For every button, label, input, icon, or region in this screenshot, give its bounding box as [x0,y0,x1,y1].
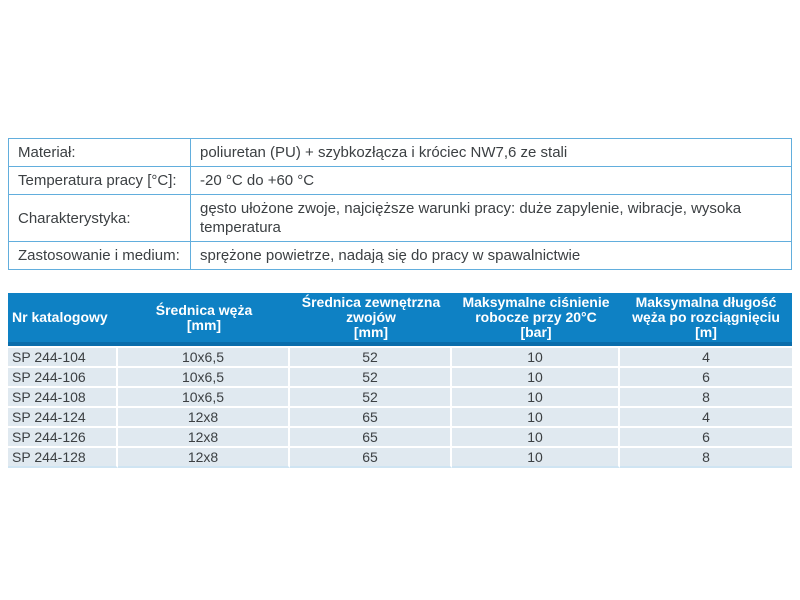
cell-max-length: 8 [620,446,792,468]
cell-max-pressure: 10 [452,386,620,406]
cell-catalog-number: SP 244-108 [8,386,118,406]
table-row: SP 244-108 10x6,5 52 10 8 [8,386,792,406]
header-line: robocze przy 20°C [475,309,597,325]
header-line: Średnica zewnętrzna [301,294,441,310]
datasheet-page: Materiał: poliuretan (PU) + szybkozłącza… [8,138,792,468]
cell-hose-diameter: 12x8 [118,406,290,426]
product-table-body: SP 244-104 10x6,5 52 10 4 SP 244-106 10x… [8,346,792,468]
spec-row-charakterystyka: Charakterystyka: gęsto ułożone zwoje, na… [8,194,792,242]
col-header-srednica-zewnetrzna: Średnica zewnętrzna zwojów [mm] [290,293,452,346]
spec-label-temperatura: Temperatura pracy [°C]: [8,166,191,195]
cell-max-pressure: 10 [452,346,620,366]
table-row: SP 244-128 12x8 65 10 8 [8,446,792,468]
spec-value-zastosowanie: sprężone powietrze, nadają się do pracy … [190,241,792,270]
cell-hose-diameter: 12x8 [118,426,290,446]
cell-coil-diameter: 65 [290,406,452,426]
header-row: Nr katalogowy Średnica węża [mm] Średnic… [8,293,792,346]
cell-catalog-number: SP 244-124 [8,406,118,426]
spec-label-material: Materiał: [8,138,191,167]
cell-max-pressure: 10 [452,426,620,446]
table-row: SP 244-124 12x8 65 10 4 [8,406,792,426]
spec-row-temperatura: Temperatura pracy [°C]: -20 °C do +60 °C [8,166,792,195]
spec-label-charakterystyka: Charakterystyka: [8,194,191,242]
table-row: SP 244-106 10x6,5 52 10 6 [8,366,792,386]
cell-max-length: 4 [620,346,792,366]
cell-hose-diameter: 10x6,5 [118,386,290,406]
spec-value-material: poliuretan (PU) + szybkozłącza i króciec… [190,138,792,167]
spec-row-material: Materiał: poliuretan (PU) + szybkozłącza… [8,138,792,167]
cell-coil-diameter: 52 [290,346,452,366]
cell-max-pressure: 10 [452,446,620,468]
cell-coil-diameter: 52 [290,366,452,386]
cell-max-length: 4 [620,406,792,426]
cell-hose-diameter: 10x6,5 [118,366,290,386]
header-line: Maksymalna długość [635,294,777,310]
spec-label-zastosowanie: Zastosowanie i medium: [8,241,191,270]
col-header-srednica-weza: Średnica węża [mm] [118,293,290,346]
cell-hose-diameter: 10x6,5 [118,346,290,366]
col-header-maksymalna-dlugosc: Maksymalna długość węża po rozciągnięciu… [620,293,792,346]
cell-max-length: 6 [620,426,792,446]
cell-catalog-number: SP 244-104 [8,346,118,366]
spec-value-charakterystyka: gęsto ułożone zwoje, najcięższe warunki … [190,194,792,242]
table-row: SP 244-126 12x8 65 10 6 [8,426,792,446]
cell-max-pressure: 10 [452,366,620,386]
spec-value-temperatura: -20 °C do +60 °C [190,166,792,195]
cell-max-length: 6 [620,366,792,386]
cell-max-pressure: 10 [452,406,620,426]
product-table-header: Nr katalogowy Średnica węża [mm] Średnic… [8,293,792,346]
header-line: Maksymalne ciśnienie [462,294,610,310]
header-unit: [m] [695,324,717,340]
table-row: SP 244-104 10x6,5 52 10 4 [8,346,792,366]
cell-coil-diameter: 65 [290,446,452,468]
spec-row-zastosowanie: Zastosowanie i medium: sprężone powietrz… [8,241,792,270]
product-table: Nr katalogowy Średnica węża [mm] Średnic… [8,293,792,468]
cell-catalog-number: SP 244-128 [8,446,118,468]
header-unit: [bar] [520,324,552,340]
cell-max-length: 8 [620,386,792,406]
header-line: Średnica węża [155,301,253,318]
header-unit: [mm] [186,316,222,333]
header-unit: [mm] [353,324,389,340]
col-header-nr-katalogowy: Nr katalogowy [8,293,118,346]
cell-catalog-number: SP 244-106 [8,366,118,386]
spec-table: Materiał: poliuretan (PU) + szybkozłącza… [8,138,792,270]
header-line: węża po rozciągnięciu [632,309,780,325]
cell-coil-diameter: 52 [290,386,452,406]
cell-catalog-number: SP 244-126 [8,426,118,446]
header-line: zwojów [346,309,396,325]
cell-hose-diameter: 12x8 [118,446,290,468]
header-line: Nr katalogowy [12,309,108,325]
cell-coil-diameter: 65 [290,426,452,446]
col-header-maksymalne-cisnienie: Maksymalne ciśnienie robocze przy 20°C [… [452,293,620,346]
